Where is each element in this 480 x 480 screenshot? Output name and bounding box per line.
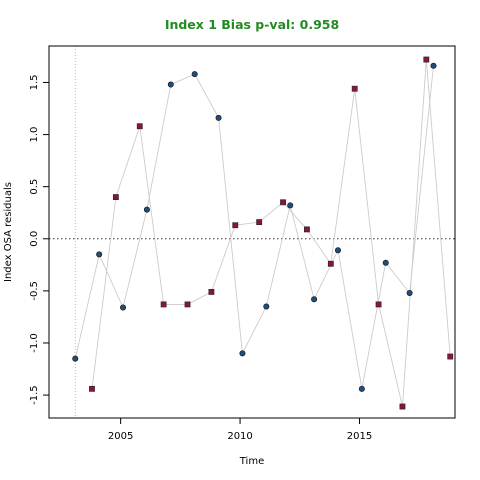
- y-tick-label: -0.5: [29, 281, 40, 301]
- series-2-point: [280, 199, 286, 206]
- series-1-point: [263, 303, 270, 310]
- series-1-point: [96, 251, 103, 258]
- series-1-point: [311, 296, 318, 303]
- x-tick-label: 2015: [347, 431, 372, 442]
- x-tick-label: 2005: [108, 431, 133, 442]
- y-tick-label: 1.5: [29, 75, 40, 91]
- series-2-point: [208, 289, 215, 295]
- series-1-point: [382, 259, 389, 266]
- series-1-point: [215, 114, 222, 121]
- series-2-line: [91, 59, 451, 407]
- plot-frame: [48, 45, 456, 419]
- series-1-point: [334, 247, 341, 254]
- series-2-point: [160, 301, 167, 308]
- series-2-point: [375, 301, 382, 308]
- series-2-point: [351, 85, 358, 92]
- y-tick-label: 1.0: [29, 127, 40, 143]
- chart-title: Index 1 Bias p-val: 0.958: [165, 17, 339, 32]
- series-2-point: [327, 260, 334, 267]
- series-1-point: [406, 289, 413, 296]
- y-tick-label: -1.0: [29, 333, 40, 353]
- y-tick-label: 0.5: [29, 179, 40, 195]
- y-tick-label: 0.0: [29, 231, 40, 247]
- series-1-point: [120, 304, 127, 311]
- series-1-point: [143, 206, 150, 213]
- series-2-point: [136, 123, 143, 130]
- series-1-point: [358, 385, 365, 392]
- series-1-point: [72, 355, 79, 362]
- series-2-point: [447, 353, 454, 360]
- x-tick-label: 2010: [227, 431, 252, 442]
- series-2-point: [256, 219, 263, 226]
- series-2-point: [232, 222, 239, 229]
- series-1-point: [191, 71, 198, 78]
- series-2-point: [112, 194, 119, 200]
- series-2-point: [304, 226, 310, 233]
- x-axis: 2005 2010 2015: [108, 418, 372, 442]
- x-axis-label: Time: [239, 456, 264, 467]
- series-1-point: [239, 350, 246, 357]
- series-1-point: [430, 62, 437, 69]
- series-1-point: [167, 81, 174, 88]
- y-axis: -1.5 -1.0 -0.5 0.0 0.5 1.0 1.5: [29, 75, 49, 405]
- series-2-point: [423, 56, 430, 63]
- series-1-line: [74, 65, 434, 389]
- series-2-point: [399, 403, 406, 410]
- y-tick-label: -1.5: [29, 385, 40, 405]
- series-2-point: [184, 301, 191, 308]
- y-axis-label: Index OSA residuals: [3, 182, 14, 282]
- series-2-point: [89, 385, 95, 392]
- series-lines: [74, 59, 451, 407]
- series-points: [72, 56, 454, 410]
- series-1-point: [287, 202, 294, 209]
